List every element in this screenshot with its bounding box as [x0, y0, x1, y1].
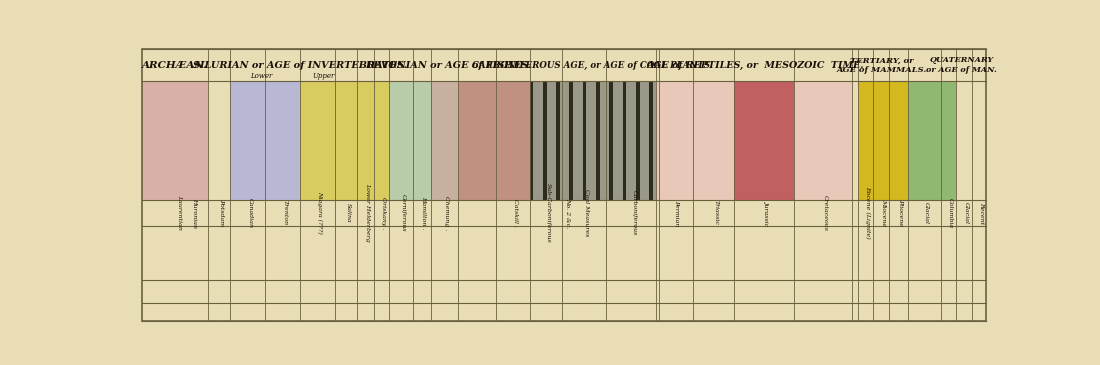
Bar	[649, 81, 652, 200]
Text: Eocene (Lignite): Eocene (Lignite)	[866, 187, 871, 239]
Text: Salina: Salina	[345, 203, 351, 223]
Text: TERTIARY, or
AGE of MAMMALS.: TERTIARY, or AGE of MAMMALS.	[837, 57, 927, 74]
Bar	[557, 81, 560, 200]
Text: Huronian: Huronian	[192, 198, 197, 228]
Text: Corniferous: Corniferous	[400, 194, 406, 232]
Text: CARBONIFEROUS AGE, or AGE of COAL PLANTS.: CARBONIFEROUS AGE, or AGE of COAL PLANTS…	[472, 61, 713, 69]
Text: Hamilton .: Hamilton .	[421, 196, 427, 230]
Bar	[909, 81, 940, 200]
Text: Glacial: Glacial	[964, 202, 969, 224]
Bar	[389, 81, 431, 200]
Bar	[636, 81, 639, 200]
Bar	[794, 81, 851, 200]
Bar	[940, 81, 956, 200]
Bar	[693, 81, 735, 200]
Bar	[543, 81, 547, 200]
Text: Niagara (???): Niagara (???)	[318, 191, 322, 234]
Text: QUATERNARY
or AGE of MAN.: QUATERNARY or AGE of MAN.	[926, 57, 998, 74]
Bar	[583, 81, 586, 200]
Text: AGE of REPTILES, or  MESOZOIC  TIME.: AGE of REPTILES, or MESOZOIC TIME.	[647, 61, 865, 69]
Bar	[431, 81, 458, 200]
Text: Coal Measures: Coal Measures	[584, 189, 590, 237]
Text: Jurassic: Jurassic	[764, 200, 769, 226]
Bar	[530, 81, 656, 200]
Text: Chemung .: Chemung .	[444, 196, 450, 230]
Text: DEVONIAN or AGE of FISHES.: DEVONIAN or AGE of FISHES.	[365, 61, 531, 69]
Bar	[230, 81, 300, 200]
Bar	[142, 81, 208, 200]
Text: Miocene: Miocene	[881, 199, 886, 226]
Bar	[300, 81, 389, 200]
Bar	[570, 81, 573, 200]
Bar	[530, 81, 533, 200]
Text: Sub-Carboniferous: Sub-Carboniferous	[546, 183, 551, 243]
Text: Cretaceous: Cretaceous	[823, 195, 828, 231]
Text: Potsdam: Potsdam	[219, 199, 224, 226]
Text: Oriskany .: Oriskany .	[382, 197, 386, 229]
Text: SILURIAN or AGE of INVERTEBRATES.: SILURIAN or AGE of INVERTEBRATES.	[192, 61, 406, 69]
Text: ARCHÆAN.: ARCHÆAN.	[142, 61, 208, 69]
Text: Lower Helderberg: Lower Helderberg	[365, 184, 370, 242]
Bar	[609, 81, 613, 200]
Bar	[623, 81, 626, 200]
Bar	[858, 81, 909, 200]
Text: Catskill .: Catskill .	[513, 199, 518, 227]
Text: Trenton: Trenton	[283, 200, 287, 226]
Text: Canadian: Canadian	[248, 198, 253, 228]
Text: Recent: Recent	[979, 202, 983, 224]
Text: No. 2 &c.: No. 2 &c.	[565, 198, 571, 228]
Text: Upper: Upper	[312, 72, 334, 80]
Text: Laurentian: Laurentian	[177, 195, 182, 230]
Bar	[735, 81, 794, 200]
Bar	[656, 81, 693, 200]
Text: Permian: Permian	[674, 200, 680, 226]
Text: Triassic: Triassic	[714, 200, 718, 225]
Bar	[458, 81, 530, 200]
Text: Glacial: Glacial	[924, 202, 930, 224]
Text: Columbia: Columbia	[948, 198, 954, 228]
Text: Pliocene: Pliocene	[898, 199, 903, 226]
Text: Carboniferous: Carboniferous	[631, 190, 637, 235]
Bar	[596, 81, 600, 200]
Text: Lower: Lower	[250, 72, 273, 80]
